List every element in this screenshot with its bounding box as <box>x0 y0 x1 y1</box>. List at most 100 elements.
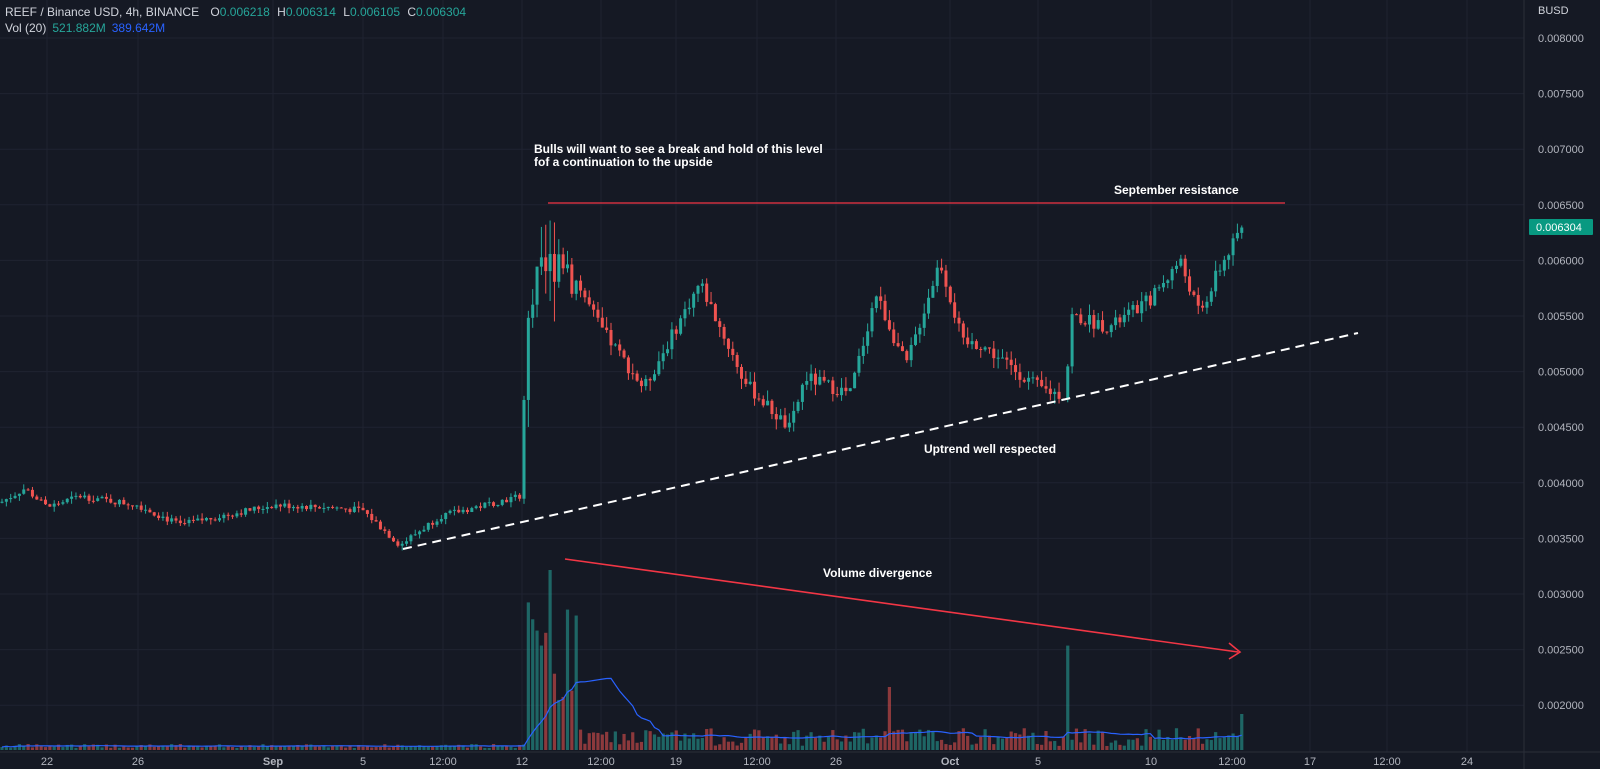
candle <box>357 501 361 513</box>
volume-bar <box>979 737 983 750</box>
volume-bar <box>17 744 21 750</box>
candle <box>848 387 852 392</box>
price-axis[interactable]: 0.008000 0.007500 0.007000 0.006500 0.006000… <box>1538 33 1584 712</box>
volume-bar <box>165 746 169 750</box>
candle <box>431 520 435 529</box>
last-price-tag-text: 0.006304 <box>1536 222 1582 234</box>
candle <box>844 377 848 396</box>
symbol-title[interactable]: REEF / Binance USD, 4h, BINANCE <box>5 5 200 19</box>
volume-bar <box>857 732 861 750</box>
candle <box>65 498 69 504</box>
candle <box>161 511 165 521</box>
volume-bar <box>418 745 422 750</box>
candlesticks <box>0 220 1244 551</box>
volume-bar <box>792 731 796 750</box>
volume-bar <box>370 747 374 750</box>
candle <box>204 517 208 522</box>
volume-bar <box>452 746 456 750</box>
volume-bar <box>657 736 661 750</box>
volume-bar <box>30 747 35 750</box>
volume-bar <box>631 732 635 750</box>
candle <box>661 344 665 370</box>
volume-bar <box>426 746 430 750</box>
volume-bar <box>117 747 122 750</box>
candle <box>935 260 939 293</box>
candle <box>78 493 82 499</box>
volume-bar <box>526 602 530 750</box>
uptrend-line[interactable] <box>402 332 1359 550</box>
volume-bar <box>91 744 95 750</box>
volume-bar <box>344 747 348 750</box>
candle <box>257 505 261 514</box>
volume-bar <box>291 745 296 750</box>
volume-bar <box>209 745 213 750</box>
candle <box>800 383 804 410</box>
candle <box>1074 313 1078 316</box>
volume-bar <box>713 745 717 750</box>
volume-bar <box>126 747 130 750</box>
volume-bar <box>1109 742 1113 750</box>
candle <box>600 307 604 328</box>
candle <box>548 220 552 302</box>
volume-bar <box>257 746 261 750</box>
candle <box>139 501 143 513</box>
candle <box>509 493 513 508</box>
candle <box>735 352 739 374</box>
candle <box>761 395 765 408</box>
candle <box>183 518 187 526</box>
volume-bar <box>779 743 783 750</box>
candle <box>766 390 770 406</box>
candle <box>539 226 543 275</box>
candle <box>218 514 221 523</box>
time-tick-label: 12 <box>516 756 528 768</box>
candle <box>435 518 439 528</box>
volume-bar <box>587 733 591 750</box>
volume-bar <box>278 745 282 750</box>
volume-bar <box>35 744 39 750</box>
volume-bar <box>539 645 543 750</box>
volume-bar <box>570 690 574 750</box>
time-tick-label: 17 <box>1304 756 1316 768</box>
price-tick-label: 0.003500 <box>1538 533 1584 545</box>
volume-bar <box>1057 745 1061 750</box>
candle <box>1031 371 1035 384</box>
candle <box>109 494 113 504</box>
volume-bar <box>800 745 804 750</box>
candle <box>927 288 931 319</box>
volume-bar <box>157 746 161 750</box>
volume-bar <box>361 746 365 750</box>
volume-bar <box>648 731 652 750</box>
price-tick-label: 0.005500 <box>1538 311 1584 323</box>
candle <box>465 507 469 515</box>
volume-bar <box>766 736 770 750</box>
time-axis[interactable]: 22 26 Sep 5 12:00 12 12:00 19 12:00 26 Oct 5 10 12:00… <box>41 756 1473 768</box>
candle <box>905 349 909 363</box>
volume-bar <box>809 732 813 750</box>
candle <box>1105 331 1109 335</box>
volume-divergence-arrow[interactable] <box>564 558 1239 653</box>
volume-bar <box>735 745 739 750</box>
candle <box>770 399 774 420</box>
candle <box>1022 377 1026 384</box>
price-tick-label: 0.008000 <box>1538 33 1584 45</box>
time-tick-label: Oct <box>941 756 960 768</box>
time-tick-label: 26 <box>132 756 144 768</box>
volume-bar <box>61 747 65 750</box>
candle <box>57 500 61 507</box>
volume-bar <box>887 687 891 750</box>
volume-label[interactable]: Vol (20) <box>5 21 47 35</box>
candle <box>117 499 121 507</box>
volume-bar <box>853 732 857 750</box>
candle <box>966 327 970 348</box>
volume-bar <box>905 741 909 750</box>
candle <box>505 497 509 503</box>
time-tick-label: 12:00 <box>429 756 457 768</box>
volume-bar <box>326 747 330 750</box>
volume-bar <box>596 732 600 750</box>
volume-bar <box>1079 742 1083 750</box>
volume-bar <box>270 745 274 750</box>
volume-bar <box>339 746 343 750</box>
candle <box>44 496 47 505</box>
volume-bar <box>739 742 744 750</box>
